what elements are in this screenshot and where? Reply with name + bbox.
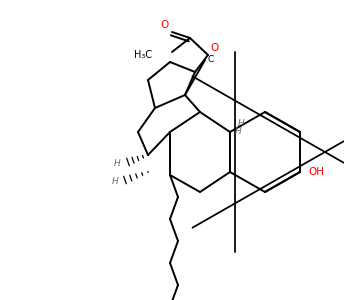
Text: C: C bbox=[207, 55, 213, 64]
Text: H: H bbox=[235, 128, 242, 136]
Text: H: H bbox=[111, 178, 118, 187]
Text: OH: OH bbox=[308, 167, 324, 177]
Text: O: O bbox=[161, 20, 169, 30]
Text: H₃C: H₃C bbox=[134, 50, 152, 60]
Text: O: O bbox=[210, 43, 218, 53]
Text: H: H bbox=[113, 158, 120, 167]
Text: H: H bbox=[238, 119, 245, 128]
